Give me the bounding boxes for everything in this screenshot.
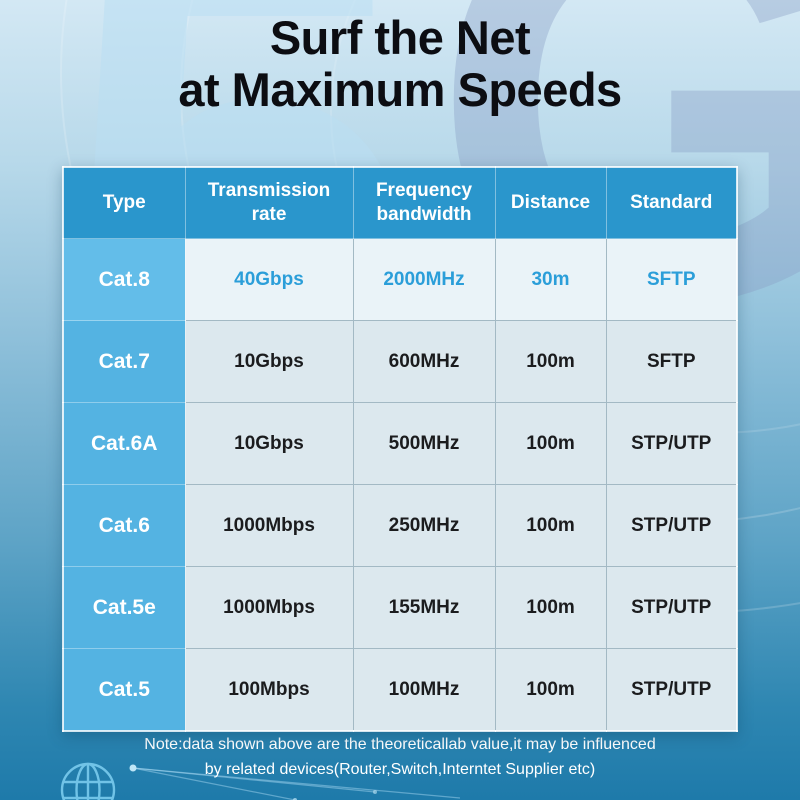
data-cell: STP/UTP: [605, 484, 738, 567]
table-row-cat5e: Cat.5e 1000Mbps 155MHz 100m STP/UTP: [62, 566, 738, 649]
data-cell: 155MHz: [352, 566, 496, 649]
data-cell: 100m: [494, 566, 607, 649]
table-row-cat7: Cat.7 10Gbps 600MHz 100m SFTP: [62, 320, 738, 403]
footnote: Note:data shown above are the theoretica…: [0, 733, 800, 783]
table-row-cat5: Cat.5 100Mbps 100MHz 100m STP/UTP: [62, 648, 738, 732]
data-cell: SFTP: [605, 238, 738, 321]
cable-spec-table: Type Transmission rate Frequency bandwid…: [62, 166, 738, 732]
data-cell: 100m: [494, 320, 607, 403]
header-cell-frequency-bandwidth: Frequency bandwidth: [352, 166, 496, 239]
data-cell: 100m: [494, 484, 607, 567]
data-cell: STP/UTP: [605, 648, 738, 732]
row-label-cat7: Cat.7: [62, 320, 186, 403]
data-cell: 30m: [494, 238, 607, 321]
globe-network-icon: [60, 762, 461, 800]
header-cell-distance: Distance: [494, 166, 607, 239]
data-cell: 500MHz: [352, 402, 496, 485]
data-cell: STP/UTP: [605, 566, 738, 649]
title-line-1: Surf the Net: [269, 11, 531, 64]
data-cell: 100m: [494, 648, 607, 732]
row-label-cat6a: Cat.6A: [62, 402, 186, 485]
table-row-cat8: Cat.8 40Gbps 2000MHz 30m SFTP: [62, 238, 738, 321]
footnote-line-1: Note:data shown above are the theoretica…: [144, 736, 656, 753]
table-row-cat6a: Cat.6A 10Gbps 500MHz 100m STP/UTP: [62, 402, 738, 485]
table-header-row: Type Transmission rate Frequency bandwid…: [62, 166, 738, 239]
data-cell: SFTP: [605, 320, 738, 403]
data-cell: STP/UTP: [605, 402, 738, 485]
data-cell: 100MHz: [352, 648, 496, 732]
data-cell: 1000Mbps: [184, 484, 354, 567]
data-cell: 10Gbps: [184, 320, 354, 403]
data-cell: 250MHz: [352, 484, 496, 567]
page-title: Surf the Net at Maximum Speeds: [0, 12, 800, 115]
table-row-cat6: Cat.6 1000Mbps 250MHz 100m STP/UTP: [62, 484, 738, 567]
row-label-cat5e: Cat.5e: [62, 566, 186, 649]
row-label-cat8: Cat.8: [62, 238, 186, 321]
data-cell: 100m: [494, 402, 607, 485]
header-cell-type: Type: [62, 166, 186, 239]
data-cell: 10Gbps: [184, 402, 354, 485]
header-cell-transmission-rate: Transmission rate: [184, 166, 354, 239]
data-cell: 1000Mbps: [184, 566, 354, 649]
data-cell: 600MHz: [352, 320, 496, 403]
header-cell-standard: Standard: [605, 166, 738, 239]
data-cell: 100Mbps: [184, 648, 354, 732]
data-cell: 2000MHz: [352, 238, 496, 321]
data-cell: 40Gbps: [184, 238, 354, 321]
row-label-cat6: Cat.6: [62, 484, 186, 567]
footnote-line-2: by related devices(Router,Switch,Internt…: [204, 760, 596, 778]
row-label-cat5: Cat.5: [62, 648, 186, 732]
title-line-2: at Maximum Speeds: [178, 62, 622, 116]
